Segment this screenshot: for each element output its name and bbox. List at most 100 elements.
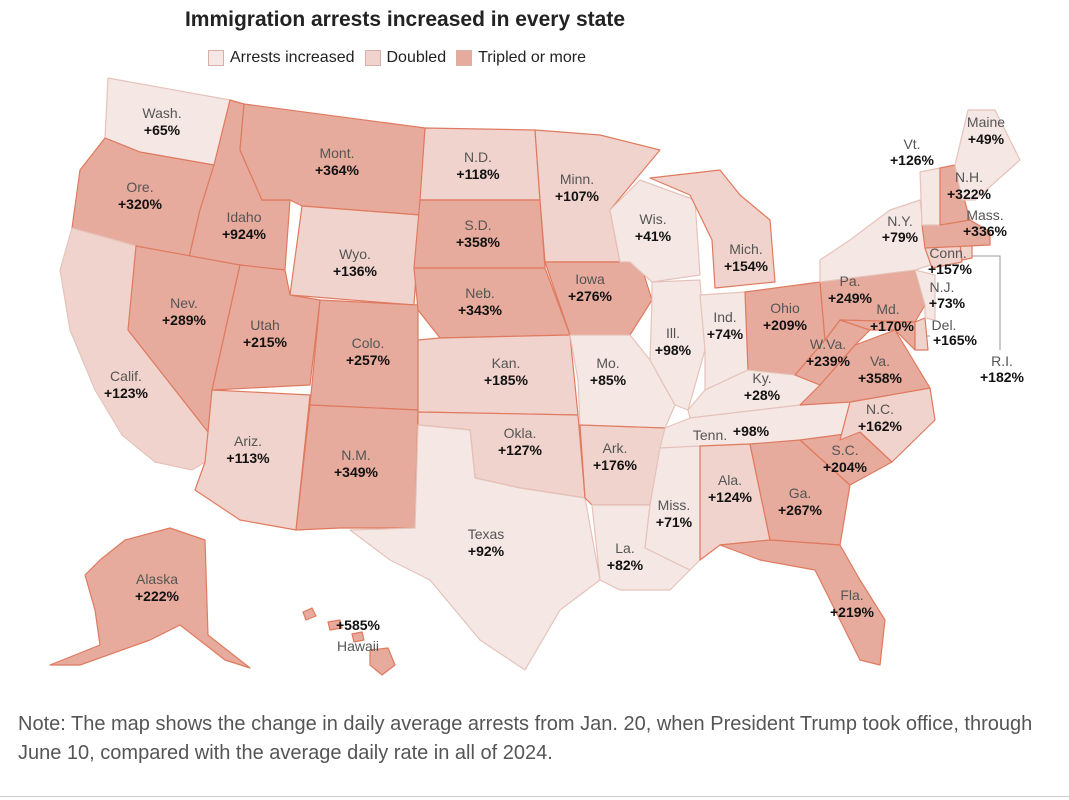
state-name: Ind. xyxy=(713,309,736,325)
state-name: N.J. xyxy=(930,279,955,295)
state-name: N.D. xyxy=(464,149,492,165)
state-name: Colo. xyxy=(352,335,385,351)
state-value: +107% xyxy=(555,188,600,204)
label-ore: Ore.+320% xyxy=(118,179,163,212)
state-name: Del. xyxy=(932,317,957,333)
state-name: Va. xyxy=(870,353,890,369)
map-title: Immigration arrests increased in every s… xyxy=(184,8,626,31)
label-minn: Minn.+107% xyxy=(555,171,600,204)
state-value: +204% xyxy=(823,459,868,475)
state-value: +249% xyxy=(828,290,873,306)
label-wyo: Wyo.+136% xyxy=(333,246,378,279)
state-name: Wis. xyxy=(639,211,666,227)
label-utah: Utah+215% xyxy=(243,317,288,350)
label-okla: Okla.+127% xyxy=(498,425,543,458)
label-la: La.+82% xyxy=(607,540,644,573)
state-name: N.C. xyxy=(866,401,894,417)
legend-item-doubled: Doubled xyxy=(364,49,446,67)
label-ill: Ill.+98% xyxy=(655,325,692,358)
state-value: +170% xyxy=(870,318,915,334)
label-ny: N.Y.+79% xyxy=(882,213,919,245)
state-hawaii xyxy=(302,607,396,676)
state-value: +92% xyxy=(468,543,505,559)
label-conn: Conn.+157% xyxy=(928,245,973,277)
label-wash: Wash.+65% xyxy=(142,105,181,138)
legend-swatch-increased xyxy=(208,50,224,66)
state-ga xyxy=(749,439,851,546)
label-miss: Miss.+71% xyxy=(656,497,693,530)
state-name: Md. xyxy=(876,301,899,317)
state-name: Nev. xyxy=(170,295,198,311)
state-value: +98% xyxy=(733,423,770,439)
label-mass: Mass.+336% xyxy=(963,207,1008,239)
hawaii-island-2 xyxy=(327,619,343,631)
label-ohio: Ohio+209% xyxy=(763,300,808,333)
label-nd: N.D.+118% xyxy=(456,149,500,182)
state-value: +113% xyxy=(226,450,270,466)
legend-swatch-doubled xyxy=(364,50,381,66)
state-value: +219% xyxy=(830,604,875,620)
label-ark: Ark.+176% xyxy=(593,440,638,473)
state-name: Vt. xyxy=(903,136,920,152)
label-wis: Wis.+41% xyxy=(635,211,672,244)
callout-line-ri xyxy=(972,255,1001,350)
state-name: R.I. xyxy=(991,353,1013,369)
label-nm: N.M.+349% xyxy=(334,447,379,480)
state-value: +41% xyxy=(635,228,672,244)
state-value: +343% xyxy=(458,302,503,318)
state-value: +276% xyxy=(568,288,613,304)
label-sd: S.D.+358% xyxy=(456,217,501,250)
state-name: Pa. xyxy=(839,273,860,289)
state-name: Minn. xyxy=(560,171,594,187)
legend-label-increased: Arrests increased xyxy=(230,49,355,66)
state-value: +336% xyxy=(963,223,1008,239)
state-name: S.D. xyxy=(464,217,491,233)
state-fla xyxy=(719,539,886,666)
state-name: Mont. xyxy=(319,145,354,161)
state-nj xyxy=(914,269,936,321)
state-shapes xyxy=(49,77,1021,676)
state-value: +98% xyxy=(655,342,692,358)
label-fla: Fla.+219% xyxy=(830,587,875,620)
legend-item-tripled: Tripled or more xyxy=(456,49,586,67)
label-alaska: Alaska+222% xyxy=(135,571,180,604)
footnote: Note: The map shows the change in daily … xyxy=(18,713,1033,764)
state-value: +182% xyxy=(980,369,1025,385)
state-name: Calif. xyxy=(110,368,142,384)
label-sc: S.C.+204% xyxy=(823,442,868,475)
label-iowa: Iowa+276% xyxy=(568,271,613,304)
label-tenn: Tenn. +98% xyxy=(693,423,770,443)
label-ala: Ala.+124% xyxy=(708,472,753,505)
state-name: Wash. xyxy=(142,105,181,121)
state-value: +222% xyxy=(135,588,180,604)
state-name: Kan. xyxy=(492,355,521,371)
state-name: Maine xyxy=(967,114,1005,130)
label-texas: Texas+92% xyxy=(468,526,505,559)
state-value: +257% xyxy=(346,352,391,368)
state-name: Mich. xyxy=(729,241,762,257)
state-value: +185% xyxy=(484,372,529,388)
state-name: Mo. xyxy=(596,355,619,371)
state-texas xyxy=(349,424,601,671)
state-value: +118% xyxy=(456,166,500,182)
label-ga: Ga.+267% xyxy=(778,485,823,518)
state-name: La. xyxy=(615,540,634,556)
state-value: +239% xyxy=(806,353,851,369)
state-value: +322% xyxy=(947,186,992,202)
state-value: +65% xyxy=(144,122,181,138)
state-value: +71% xyxy=(656,514,693,530)
state-name: Utah xyxy=(250,317,280,333)
state-mo xyxy=(569,334,676,429)
state-value: +136% xyxy=(333,263,378,279)
label-del: Del.+165% xyxy=(932,317,978,348)
state-value: +126% xyxy=(890,152,935,168)
state-value: +267% xyxy=(778,502,823,518)
state-name: Ariz. xyxy=(234,433,262,449)
label-md: Md.+170% xyxy=(870,301,915,334)
state-value: +154% xyxy=(724,258,769,274)
state-value: +215% xyxy=(243,334,288,350)
hawaii-island-3 xyxy=(351,631,365,643)
label-hawaii: +585% Hawaii xyxy=(336,617,381,654)
label-nj: N.J.+73% xyxy=(929,279,966,311)
label-ariz: Ariz.+113% xyxy=(226,433,270,466)
